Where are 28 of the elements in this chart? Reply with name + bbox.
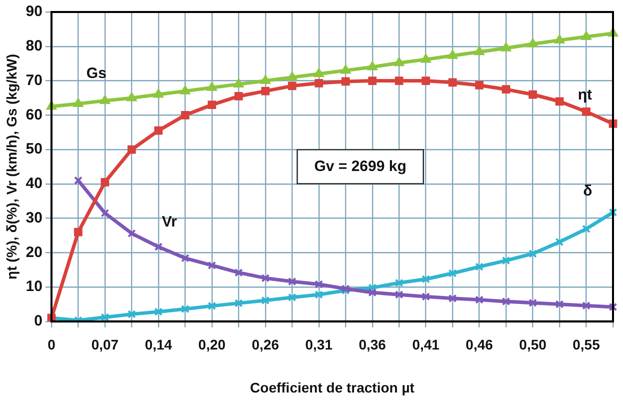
y-tick-label: 40 (26, 175, 42, 192)
x-tick-label: 0,14 (144, 336, 172, 353)
y-axis-title: ηt (%), δ(%), Vr (km/h), Gs (kg/kW) (3, 54, 20, 280)
y-tick-label: 90 (26, 3, 42, 20)
x-tick-label: 0,46 (466, 336, 494, 353)
series-label: ηt (578, 86, 592, 104)
y-tick-label: 60 (26, 106, 42, 124)
x-tick-label: 0,50 (519, 336, 547, 353)
x-tick-label: 0,20 (198, 336, 226, 353)
series-label: Vr (162, 214, 178, 231)
x-tick-label: 0,55 (572, 336, 600, 353)
x-tick-label: 0,36 (358, 336, 386, 353)
y-tick-label: 0 (34, 312, 42, 330)
x-axis-title: Coefficient de traction µt (250, 379, 415, 396)
annotation: Gv = 2699 kg (314, 158, 406, 175)
y-tick-label: 20 (26, 244, 42, 261)
series-label: δ (583, 182, 592, 200)
x-tick-label: 0 (48, 336, 56, 353)
series-label: Gs (86, 65, 106, 82)
x-tick-label: 0,26 (252, 336, 280, 353)
y-tick-label: 70 (26, 72, 42, 89)
y-tick-label: 50 (26, 140, 42, 158)
x-tick-label: 0,07 (91, 336, 119, 353)
y-tick-label: 30 (26, 209, 42, 226)
y-tick-label: 80 (26, 38, 42, 55)
x-tick-label: 0,41 (412, 336, 440, 353)
y-tick-label: 10 (26, 278, 42, 296)
x-tick-label: 0,31 (305, 336, 333, 353)
